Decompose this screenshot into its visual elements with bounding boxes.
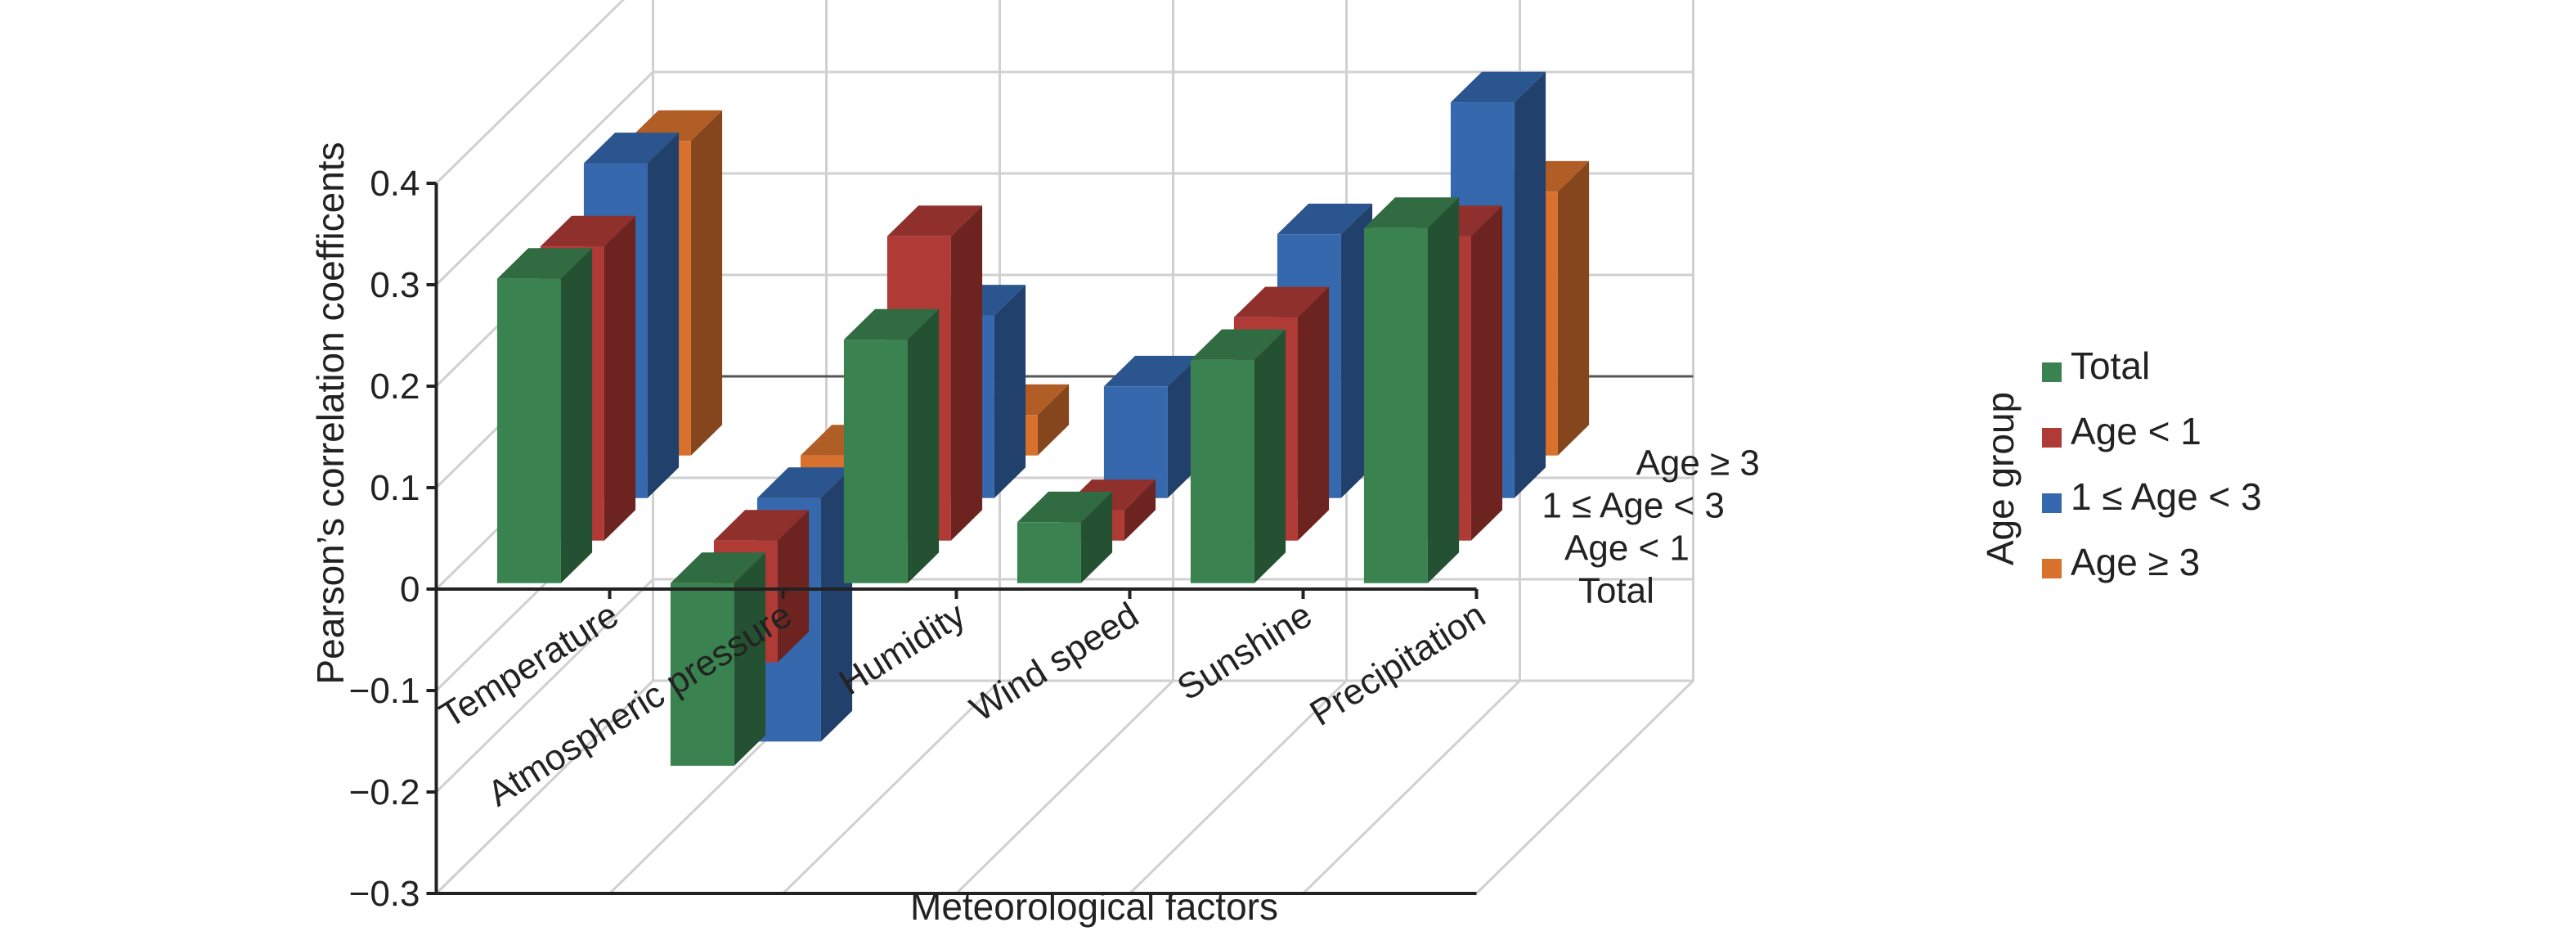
legend-item: Total: [2042, 344, 2150, 387]
chart-bars: [496, 71, 1590, 766]
bar-side: [1470, 205, 1503, 541]
legend-label: Age ≥ 3: [2071, 541, 2200, 583]
bar-side: [604, 215, 636, 541]
y-tick-label: 0.2: [370, 367, 420, 407]
category-label: Wind speed: [963, 595, 1146, 730]
bar: [1363, 197, 1460, 583]
bar-side: [1514, 71, 1546, 498]
bar: [1016, 491, 1113, 583]
bar-front: [670, 583, 734, 766]
bar-side: [1080, 491, 1113, 583]
bar: [670, 552, 766, 766]
legend-label: Total: [2071, 344, 2150, 387]
bar: [1190, 329, 1286, 583]
y-tick-label: −0.3: [349, 874, 420, 914]
bar-side: [1557, 160, 1590, 456]
bar-top: [713, 510, 810, 541]
bar-side: [950, 205, 983, 541]
y-tick-label: 0.1: [370, 468, 420, 508]
legend-swatch: [2042, 493, 2062, 513]
bar-side: [777, 510, 810, 663]
bar-top: [1363, 197, 1460, 228]
bar-top: [1103, 355, 1200, 387]
bar-top: [670, 552, 766, 583]
depth-label: Age ≥ 3: [1636, 443, 1760, 484]
bar-top: [1016, 491, 1113, 523]
bar: [496, 248, 593, 583]
gridline-horizontal: [435, 0, 625, 185]
bar-top: [756, 467, 853, 498]
bar-top: [1450, 71, 1546, 103]
y-tick-label: 0.4: [370, 164, 420, 204]
category-label: Humidity: [832, 595, 972, 703]
bar: [1103, 355, 1200, 498]
bar-side: [647, 133, 680, 498]
bar-front: [1016, 522, 1081, 583]
bar-top: [886, 205, 983, 236]
y-tick-label: 0: [400, 569, 420, 610]
bar-side: [994, 285, 1026, 498]
y-tick-label: −0.1: [349, 671, 420, 711]
bar-side: [1124, 479, 1156, 541]
bar-top: [1277, 203, 1373, 235]
legend-swatch: [2042, 559, 2062, 578]
x-axis-title: Meteorological factors: [910, 885, 1278, 928]
legend-swatch: [2042, 428, 2062, 448]
bar-top: [843, 308, 940, 340]
chart-axes: [426, 182, 1479, 895]
bar-side: [1427, 197, 1460, 583]
bar-side: [690, 110, 723, 456]
bar-side: [734, 552, 766, 766]
bar-top: [1190, 329, 1286, 360]
gridline-horizontal: [435, 578, 1694, 794]
bar-top: [583, 133, 680, 164]
gridline-vertical: [955, 0, 1174, 895]
legend-item: 1 ≤ Age < 3: [2042, 475, 2262, 518]
bar-front: [496, 278, 561, 583]
y-tick-label: 0.3: [370, 265, 420, 305]
legend-label: Age < 1: [2071, 410, 2201, 452]
depth-label: Age < 1: [1564, 529, 1690, 569]
bar-side: [1037, 384, 1070, 456]
legend-swatch: [2042, 362, 2062, 382]
legend-item: Age ≥ 3: [2042, 541, 2200, 583]
bar-side: [907, 308, 940, 583]
bar-top: [1233, 286, 1330, 317]
bar-top: [540, 215, 636, 247]
gridline-vertical: [782, 0, 1001, 895]
legend-item: Age < 1: [2042, 410, 2201, 452]
bar-front: [1103, 386, 1168, 498]
legend-title: Age group: [1979, 392, 2022, 565]
bar-front: [843, 340, 908, 583]
legend-label: 1 ≤ Age < 3: [2071, 475, 2262, 518]
bar-side: [560, 248, 593, 583]
depth-label: Total: [1578, 571, 1654, 611]
legend: Age group Total Age < 1 1 ≤ Age < 3 Age ≥ 3: [1979, 344, 2262, 583]
bar: [843, 308, 940, 583]
category-label: Precipitation: [1303, 595, 1492, 734]
y-tick-label: −0.2: [349, 772, 420, 812]
depth-label: 1 ≤ Age < 3: [1542, 486, 1725, 526]
bar-front: [1190, 359, 1254, 583]
y-axis-title: Pearson’s correlation coefficents: [309, 142, 352, 684]
category-label: Sunshine: [1170, 595, 1319, 709]
bar-front: [1363, 227, 1428, 583]
bar-top: [496, 248, 593, 279]
bar-side: [1297, 286, 1330, 541]
bar-side: [1254, 329, 1286, 583]
